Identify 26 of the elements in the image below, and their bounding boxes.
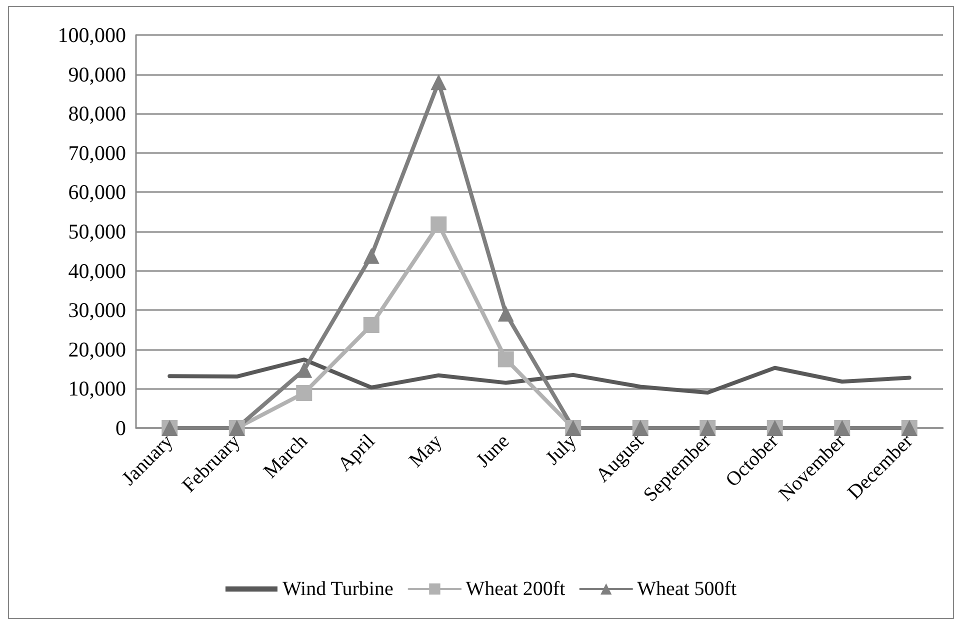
- x-tick-label: June: [472, 430, 514, 472]
- point: [430, 74, 447, 90]
- point: [363, 317, 380, 334]
- x-tick-label: May: [404, 430, 446, 472]
- point: [498, 351, 514, 368]
- x-tick-label: July: [542, 430, 581, 470]
- y-tick-label: 80,000: [68, 102, 126, 126]
- y-tick-label: 100,000: [58, 23, 126, 47]
- legend-label: Wheat 200ft: [466, 578, 566, 600]
- y-tick-label: 60,000: [68, 180, 126, 204]
- y-tick-label: 70,000: [68, 140, 126, 165]
- y-tick-label: 90,000: [68, 62, 126, 86]
- point: [296, 362, 312, 378]
- y-tick-label: 30,000: [68, 298, 126, 322]
- y-tick-label: 40,000: [68, 258, 126, 283]
- legend-label: Wind Turbine: [282, 578, 394, 600]
- y-tick-label: 0: [116, 416, 126, 440]
- y-tick-label: 20,000: [68, 337, 126, 362]
- point: [430, 216, 447, 232]
- point: [498, 306, 514, 322]
- y-tick-label: 10,000: [68, 376, 126, 401]
- legend-label: Wheat 500ft: [637, 578, 737, 600]
- point: [363, 248, 380, 264]
- point: [296, 385, 312, 402]
- line-series: [168, 358, 912, 395]
- y-tick-label: 50,000: [68, 220, 126, 244]
